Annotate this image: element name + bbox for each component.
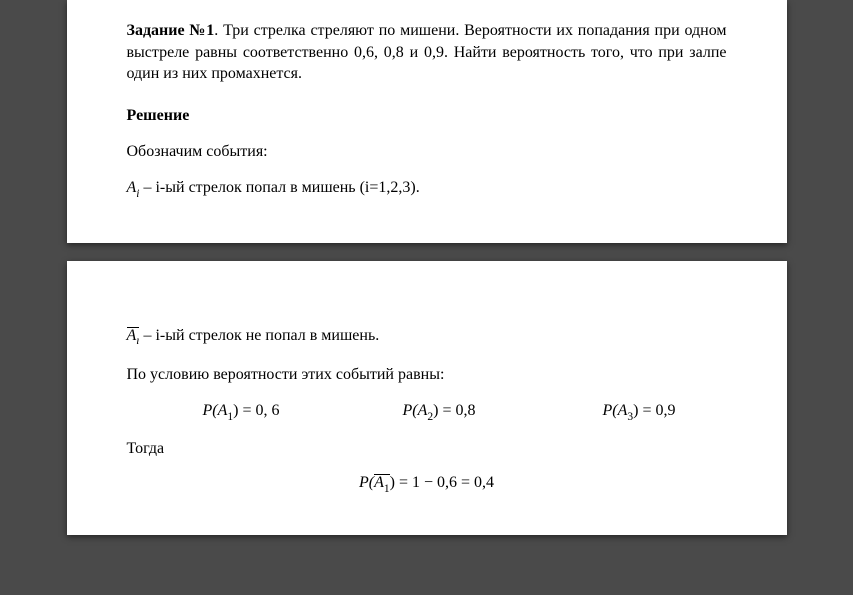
Abar-symbol: A [127,327,137,344]
prob-A2: P(A2) = 0,8 [403,402,603,422]
Abar-sub: ı [136,335,139,347]
prob-Abar1: P(A1) = 1 − 0,6 = 0,4 [127,474,727,495]
P3-after: ) = 0,9 [633,402,675,419]
P1-before: P(A [203,402,228,419]
solution-heading: Решение [127,107,727,125]
task-text: . Три стрелка стреляют по мишени. Вероят… [127,22,727,82]
Abar-stack: Aı [127,328,140,348]
Pbar-sym: A [374,474,384,491]
document-viewport: Задание №1. Три стрелка стреляют по мише… [0,0,853,595]
P2-before: P(A [403,402,428,419]
Pbar-after: ) = 1 − 0,6 = 0,4 [390,474,494,491]
P1-after: ) = 0, 6 [233,402,279,419]
then-label: Тогда [127,440,727,458]
P1-sub: 1 [227,411,233,423]
Ai-desc: – i-ый стрелок попал в мишень (i=1,2,3). [139,179,419,196]
Abar-desc: – i-ый стрелок не попал в мишень. [139,327,379,344]
Pbar-before: P( [359,474,374,491]
probabilities-row: P(A1) = 0, 6 P(A2) = 0,8 P(A3) = 0,9 [127,402,727,422]
prob-A3: P(A3) = 0,9 [603,402,676,422]
Pbar-stack: A1 [374,475,390,495]
page-2: Aı – i-ый стрелок не попал в мишень. По … [67,261,787,535]
task-paragraph: Задание №1. Три стрелка стреляют по мише… [127,20,727,85]
page-1: Задание №1. Три стрелка стреляют по мише… [67,0,787,243]
Ai-symbol: A [127,179,137,196]
event-Abar-definition: Aı – i-ый стрелок не попал в мишень. [127,327,727,348]
P2-sub: 2 [427,411,433,423]
P3-sub: 3 [627,411,633,423]
prob-A1: P(A1) = 0, 6 [203,402,403,422]
P2-after: ) = 0,8 [433,402,475,419]
Pbar-sub: 1 [384,483,390,495]
P3-before: P(A [603,402,628,419]
event-Ai-definition: Ai – i-ый стрелок попал в мишень (i=1,2,… [127,179,727,199]
task-label: Задание №1 [127,22,215,39]
events-intro: Обозначим события: [127,143,727,161]
conditions-label: По условию вероятности этих событий равн… [127,366,727,384]
